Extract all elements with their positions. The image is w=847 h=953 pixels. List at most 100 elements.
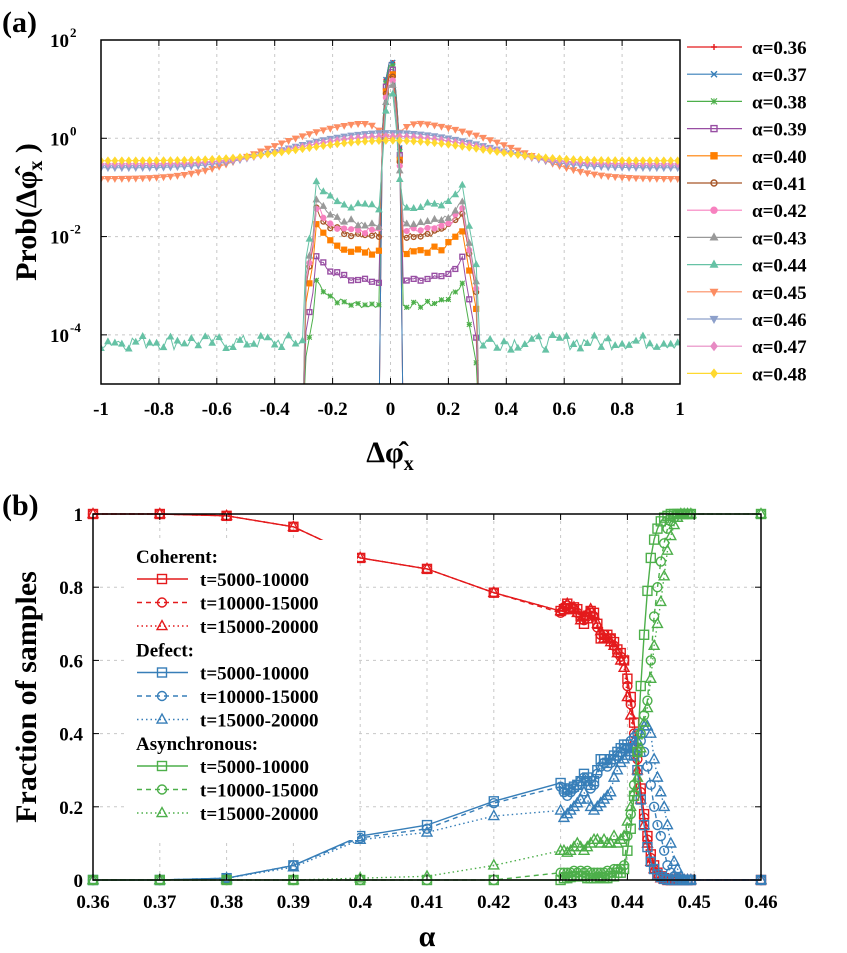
series-marker — [341, 271, 348, 279]
series-marker — [684, 873, 697, 885]
series-marker — [424, 275, 431, 283]
series-marker — [585, 783, 596, 794]
series-marker — [153, 873, 166, 885]
series-marker — [118, 156, 126, 165]
series-marker — [299, 144, 306, 154]
series-marker — [587, 607, 601, 619]
legend-marker — [710, 206, 718, 214]
series-marker — [287, 873, 300, 885]
series-marker — [409, 121, 418, 129]
series-marker — [354, 221, 362, 229]
series-marker — [664, 836, 677, 848]
series-marker — [361, 275, 369, 282]
series-marker — [431, 300, 438, 307]
series-marker — [243, 152, 251, 161]
series-marker — [611, 174, 619, 182]
series-marker — [388, 89, 397, 97]
series-marker — [648, 863, 660, 875]
series-marker — [236, 153, 244, 162]
legend-label: α=0.41 — [752, 174, 807, 195]
series-marker — [605, 757, 616, 769]
series-marker — [333, 197, 342, 205]
series-marker — [403, 136, 410, 146]
series-marker — [602, 872, 613, 884]
series-line — [378, 61, 404, 384]
series-marker — [646, 339, 654, 347]
series-marker — [277, 140, 286, 148]
series-marker — [639, 156, 647, 165]
series-marker — [597, 155, 605, 165]
series-marker — [326, 125, 335, 133]
series-α=0.48 — [101, 136, 680, 165]
series-marker — [368, 136, 376, 146]
series-marker — [459, 280, 466, 286]
series-marker — [375, 136, 383, 145]
series-marker — [180, 339, 189, 347]
series-marker — [486, 137, 494, 145]
series-marker — [557, 810, 571, 823]
series-marker — [645, 779, 656, 791]
panel-a-y-label: Prob(Δφ̂x ) — [10, 143, 47, 281]
series-marker — [340, 122, 349, 130]
series-marker — [571, 605, 584, 618]
series-marker — [654, 785, 667, 797]
series-marker — [601, 788, 614, 801]
series-marker — [104, 337, 112, 345]
series-marker — [581, 840, 594, 852]
series-marker — [298, 133, 307, 141]
series-marker — [431, 272, 438, 279]
series-marker — [554, 604, 567, 616]
series-marker — [554, 803, 567, 815]
series-marker — [661, 818, 674, 830]
series-marker — [451, 190, 460, 198]
y-tick-exponent: 2 — [70, 25, 77, 40]
series-marker — [215, 333, 223, 341]
series-marker — [625, 340, 633, 348]
series-marker — [563, 154, 570, 164]
series-marker — [611, 836, 624, 848]
series-marker — [637, 715, 651, 727]
series-marker — [402, 124, 411, 131]
series-marker — [438, 139, 445, 148]
series-marker — [305, 251, 314, 259]
y-tick-label: 10 — [50, 31, 69, 52]
series-marker — [592, 872, 603, 884]
series-marker — [451, 126, 460, 134]
series-α=0.39 — [303, 66, 480, 384]
series-marker — [403, 234, 410, 241]
series-marker — [305, 131, 314, 139]
series-marker — [567, 799, 581, 812]
series-marker — [431, 225, 438, 232]
series-marker — [664, 529, 677, 541]
series-marker — [104, 176, 112, 183]
series-marker — [348, 248, 355, 255]
series-marker — [628, 779, 640, 791]
series-marker — [645, 655, 656, 666]
series-marker — [639, 175, 647, 183]
series-marker — [410, 233, 417, 241]
series-line — [304, 65, 478, 384]
legend-marker — [155, 619, 169, 631]
series-marker — [486, 146, 494, 155]
series-marker — [622, 830, 633, 842]
series-marker — [444, 125, 453, 133]
series-marker — [632, 156, 640, 165]
series-marker — [327, 293, 334, 299]
series-marker — [514, 150, 522, 159]
series-marker — [250, 339, 258, 347]
series-marker — [652, 523, 663, 534]
series-marker — [660, 156, 668, 165]
panel-a-grid — [101, 39, 680, 384]
legend-label: α=0.44 — [752, 256, 807, 277]
series-marker — [555, 777, 566, 789]
legend-label: α=0.39 — [752, 120, 807, 141]
series-marker — [382, 136, 390, 145]
series-marker — [585, 779, 596, 791]
series-marker — [340, 138, 348, 148]
series-marker — [487, 858, 500, 870]
series-marker — [658, 799, 671, 812]
series-marker — [424, 230, 431, 237]
series-marker — [611, 341, 619, 349]
series-marker — [173, 336, 182, 344]
series-marker — [341, 230, 348, 238]
